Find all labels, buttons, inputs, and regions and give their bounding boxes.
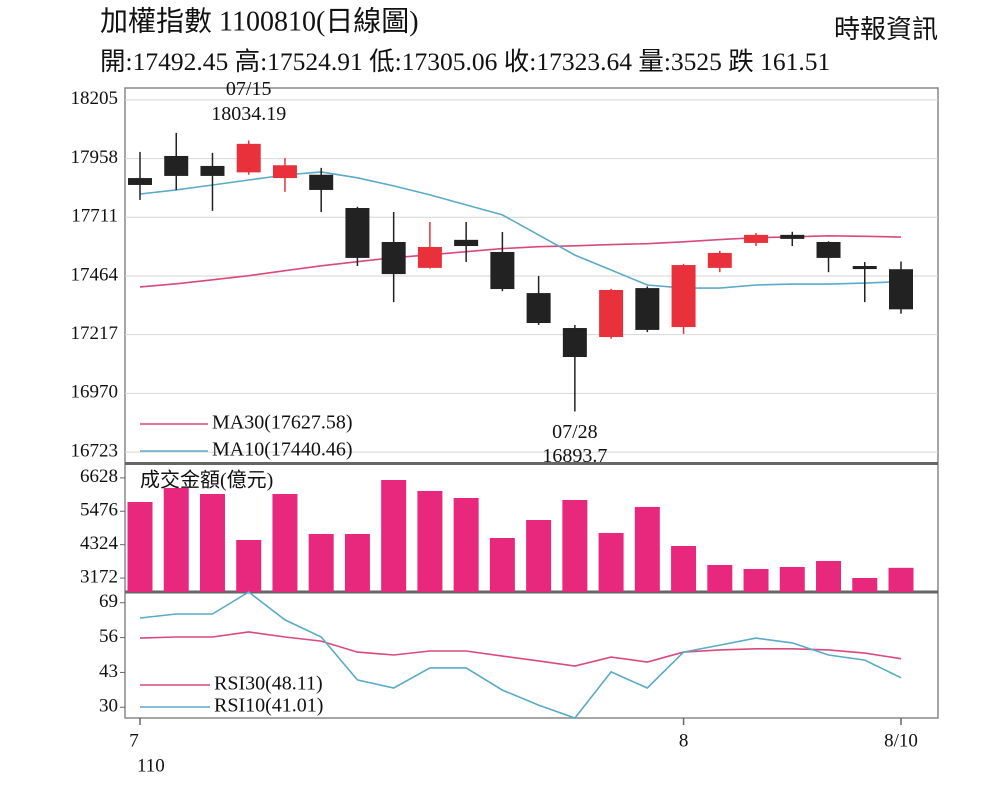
- bar: [671, 545, 697, 592]
- y-tick-label: 5476: [80, 500, 118, 521]
- bar: [381, 479, 407, 592]
- y-tick-label: 16723: [71, 440, 119, 461]
- candle-body: [200, 165, 225, 176]
- candle-body: [345, 208, 370, 258]
- candle-body: [272, 165, 297, 179]
- candle-body: [236, 143, 261, 173]
- candle-body: [381, 241, 406, 275]
- candle-body: [128, 178, 152, 185]
- y-tick-label: 6628: [80, 466, 118, 487]
- y-tick-label: 43: [99, 661, 118, 682]
- y-tick-label: 17958: [71, 147, 119, 168]
- bar: [852, 577, 878, 592]
- bar: [127, 501, 153, 592]
- bar: [888, 567, 914, 592]
- bar: [816, 560, 842, 592]
- candle-body: [562, 328, 587, 358]
- bar: [417, 490, 443, 592]
- y-tick-label: 17217: [71, 323, 119, 344]
- y-tick-label: 16970: [71, 382, 119, 403]
- annotation-date: 07/28: [552, 421, 598, 443]
- legend-label: RSI30(48.11): [214, 673, 323, 695]
- bar: [743, 568, 769, 592]
- chart-title: 加權指數 1100810(日線圖): [100, 5, 419, 37]
- candle-body: [889, 269, 913, 310]
- candle-body: [780, 234, 805, 239]
- bar: [236, 539, 262, 592]
- y-tick-label: 17711: [71, 206, 118, 227]
- x-tick-label: 7: [129, 730, 139, 751]
- y-tick-label: 56: [99, 626, 118, 647]
- annotation-value: 16893.7: [542, 445, 607, 467]
- rsi-line: [139, 591, 902, 719]
- source: 時報資訊: [834, 15, 938, 44]
- x-tick-label: 8: [679, 730, 689, 751]
- plot-frame: [124, 87, 939, 719]
- panel-title: 成交金額(億元): [140, 469, 273, 492]
- bar: [453, 497, 479, 592]
- candle-body: [671, 265, 696, 328]
- bar: [598, 532, 624, 592]
- bar: [634, 506, 660, 592]
- rsi-line: [139, 631, 902, 667]
- candle-body: [490, 251, 515, 290]
- y-tick-label: 18205: [71, 88, 119, 109]
- ma-line: [139, 234, 902, 288]
- candle-body: [164, 155, 189, 176]
- x-axis-note: 110: [137, 755, 165, 776]
- x-tick-label: 8/10: [884, 730, 918, 751]
- candle-body: [707, 252, 732, 268]
- legend-label: MA30(17627.58): [212, 412, 353, 434]
- candle-body: [852, 265, 877, 270]
- legend-label: RSI10(41.01): [214, 695, 323, 717]
- bar: [272, 493, 298, 592]
- annotation-date: 07/15: [226, 78, 272, 100]
- candle-body: [635, 288, 660, 330]
- candle-body: [454, 239, 479, 247]
- candle-body: [816, 241, 841, 258]
- bar: [526, 519, 552, 592]
- candle-body: [309, 174, 334, 190]
- bar: [199, 493, 225, 592]
- candle-body: [744, 234, 769, 243]
- y-tick-label: 69: [99, 591, 118, 612]
- ma-line: [139, 171, 902, 289]
- bar: [707, 564, 733, 592]
- y-tick-label: 30: [99, 696, 118, 717]
- legend-label: MA10(17440.46): [212, 439, 353, 461]
- y-tick-label: 3172: [80, 566, 118, 587]
- bar: [489, 537, 515, 592]
- bar: [779, 566, 805, 592]
- bar: [308, 533, 334, 592]
- candle-body: [599, 289, 624, 338]
- candle-body: [417, 246, 442, 268]
- bar: [344, 533, 370, 592]
- y-tick-label: 17464: [71, 264, 119, 285]
- candle-body: [526, 293, 551, 324]
- info-line: 開:17492.45 高:17524.91 低:17305.06 收:17323…: [100, 47, 830, 76]
- annotation-value: 18034.19: [211, 103, 286, 125]
- y-tick-label: 4324: [80, 533, 119, 554]
- bar: [163, 487, 189, 592]
- bar: [562, 499, 588, 592]
